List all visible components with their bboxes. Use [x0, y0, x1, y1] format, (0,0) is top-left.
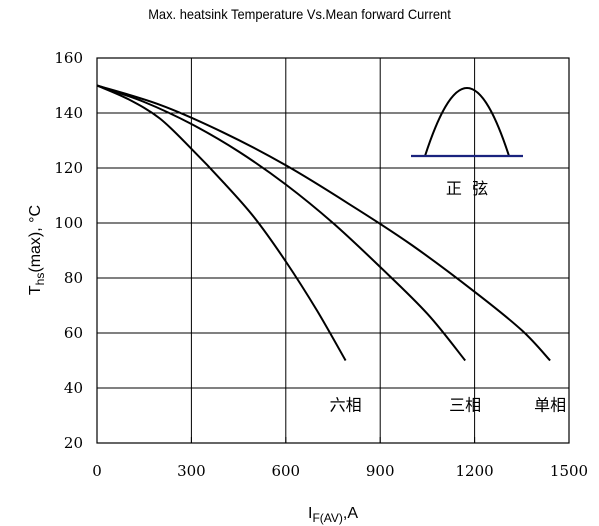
y-tick-label: 120 [54, 159, 83, 177]
y-axis-label-main: T [27, 285, 44, 295]
x-tick-label: 900 [366, 462, 395, 480]
series-line-1 [96, 84, 347, 361]
x-tick-label: 600 [271, 462, 300, 480]
sine-wave-icon [424, 86, 510, 157]
series-labels: 六相 三相 单相 [330, 396, 567, 415]
y-tick-label: 40 [64, 379, 83, 397]
inset-label: 正 弦 [446, 179, 488, 198]
x-axis-label-main: I [308, 505, 312, 522]
y-tick-labels: 20 40 60 80 100 120 140 160 [54, 49, 83, 452]
x-tick-label: 300 [177, 462, 206, 480]
x-tick-labels: 0 300 600 900 1200 1500 [92, 462, 588, 480]
series-label-2: 三相 [449, 396, 481, 415]
waveform-inset: 正 弦 [411, 86, 523, 198]
x-tick-label: 1500 [550, 462, 588, 480]
y-tick-label: 140 [54, 104, 83, 122]
series-lines [96, 84, 551, 362]
series-label-1: 六相 [330, 396, 362, 415]
y-axis-label: Ths(max), °C [27, 205, 47, 295]
x-axis-label-suffix: ,A [343, 505, 358, 522]
y-tick-label: 80 [64, 269, 83, 287]
grid-lines [96, 57, 570, 444]
y-tick-label: 160 [54, 49, 83, 67]
chart-title: Max. heatsink Temperature Vs.Mean forwar… [148, 6, 451, 22]
series-line-2 [96, 84, 466, 362]
x-axis-label-sub: F(AV) [312, 511, 342, 525]
y-axis-label-sub: hs [33, 273, 47, 286]
y-axis-label-suffix: (max), °C [27, 205, 44, 273]
y-tick-label: 60 [64, 324, 83, 342]
series-label-3: 单相 [534, 396, 566, 415]
plot-frame [96, 57, 570, 444]
x-axis-label: IF(AV),A [308, 505, 358, 525]
y-tick-label: 20 [64, 434, 83, 452]
x-tick-label: 0 [92, 462, 102, 480]
series-line-3 [96, 84, 551, 362]
x-tick-label: 1200 [456, 462, 494, 480]
y-tick-label: 100 [54, 214, 83, 232]
